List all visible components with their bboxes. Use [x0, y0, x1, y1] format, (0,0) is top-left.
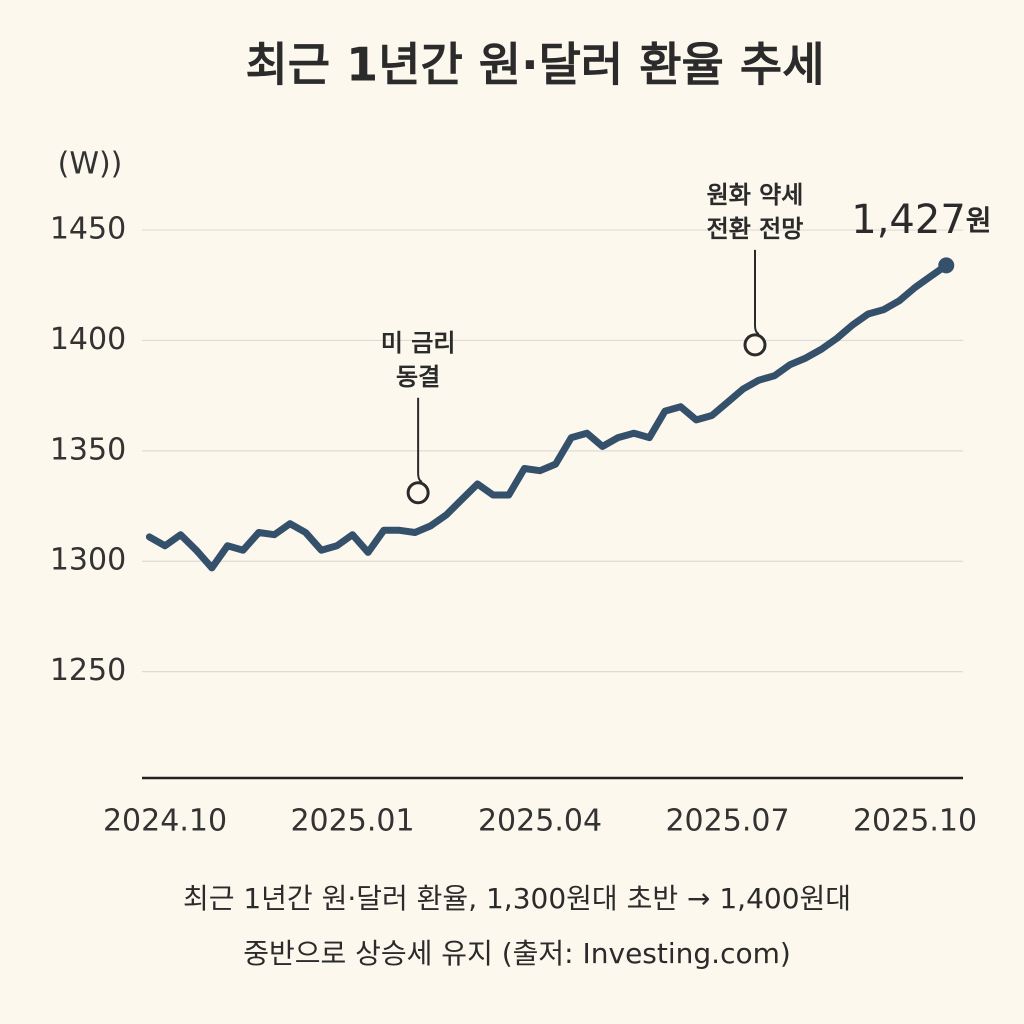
- end-label: 1,427원: [851, 197, 991, 243]
- annotation-text: 미 금리: [381, 329, 456, 357]
- y-tick-label: 1250: [50, 653, 126, 688]
- caption: 최근 1년간 원·달러 환율, 1,300원대 초반 → 1,400원대: [183, 882, 851, 915]
- y-tick-label: 1300: [50, 543, 126, 578]
- y-tick-label: 1400: [50, 322, 126, 357]
- x-tick-label: 2025.01: [290, 804, 414, 839]
- end-label-value: 1,427: [851, 197, 966, 243]
- annotation-text: 원화 약세: [707, 181, 804, 209]
- line: [145, 261, 950, 572]
- annotation-text: 전환 전망: [707, 215, 804, 243]
- end-point: [938, 257, 955, 274]
- end-label-unit: 원: [966, 204, 992, 237]
- y-tick-label: 1450: [50, 212, 126, 247]
- annotation-text: 동결: [396, 363, 440, 391]
- y-tick-label: 1350: [50, 432, 126, 467]
- annotation-marker: [406, 481, 430, 505]
- x-tick-label: 2025.07: [665, 804, 789, 839]
- annotation-marker: [743, 333, 767, 357]
- y-axis-label: (W)): [58, 147, 123, 182]
- caption: 중반으로 상승세 유지 (출저: Investing.com): [243, 937, 791, 970]
- x-tick-label: 2025.10: [853, 804, 977, 839]
- annotation-leader: [417, 397, 423, 483]
- chart-title: 최근 1년간 원·달러 환율 추세: [245, 38, 824, 92]
- x-tick-label: 2024.10: [103, 804, 227, 839]
- x-tick-label: 2025.04: [478, 804, 602, 839]
- annotation-leader: [754, 249, 760, 335]
